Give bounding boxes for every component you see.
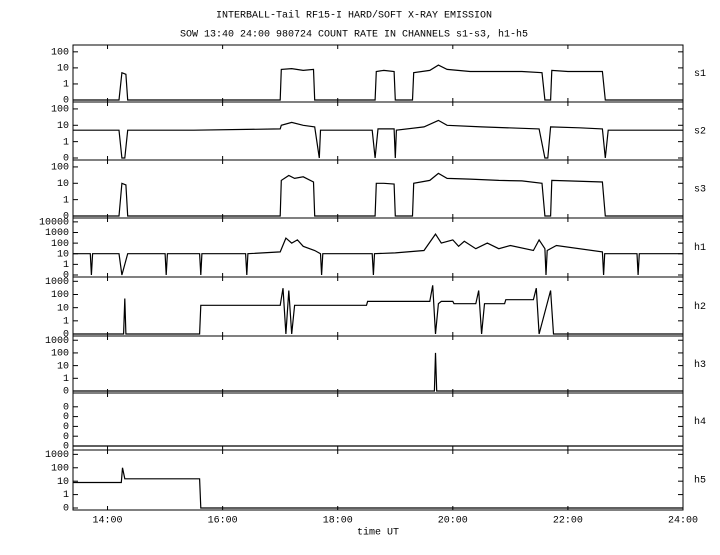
y-tick-label: 1000: [45, 450, 69, 461]
panel-label: h5: [694, 475, 706, 487]
y-tick-label: 10: [57, 249, 69, 260]
y-tick-label: 10: [57, 361, 69, 372]
y-tick-label: 100: [51, 349, 69, 360]
y-tick-label: 1: [63, 260, 69, 271]
panel-label: h2: [694, 301, 706, 313]
y-tick-label: 1: [63, 374, 69, 385]
data-line: [73, 119, 683, 159]
x-tick-label: 22:00: [553, 516, 583, 527]
y-tick-label: 100: [51, 163, 69, 174]
y-tick-label: 0: [63, 422, 69, 433]
y-tick-label: 0: [63, 387, 69, 398]
y-tick-label: 0: [63, 154, 69, 165]
y-tick-label: 0: [63, 330, 69, 341]
y-tick-label: 0: [63, 96, 69, 107]
panel-label: h4: [694, 416, 706, 428]
panel-label: s1: [694, 69, 706, 80]
data-line: [73, 467, 683, 509]
panel-label: h1: [694, 242, 706, 254]
chart-subtitle: SOW 13:40 24:00 980724 COUNT RATE IN CHA…: [180, 29, 528, 41]
panel-label: s3: [694, 185, 706, 196]
y-tick-label: 10: [57, 64, 69, 75]
y-tick-label: 100: [51, 105, 69, 116]
data-line: [73, 285, 683, 335]
data-line: [73, 352, 683, 392]
y-tick-label: 100: [51, 47, 69, 58]
y-tick-label: 0: [63, 442, 69, 453]
x-tick-label: 20:00: [438, 516, 468, 527]
y-tick-label: 10: [57, 303, 69, 314]
y-tick-label: 0: [63, 402, 69, 413]
y-tick-label: 10: [57, 121, 69, 132]
y-tick-label: 10: [57, 179, 69, 190]
x-tick-label: 14:00: [93, 516, 123, 527]
x-tick-label: 18:00: [323, 516, 353, 527]
y-tick-label: 100: [51, 463, 69, 474]
y-tick-label: 10000: [39, 218, 69, 229]
y-tick-label: 0: [63, 271, 69, 282]
chart-title: INTERBALL-Tail RF15-I HARD/SOFT X-RAY EM…: [216, 10, 492, 22]
y-tick-label: 0: [63, 412, 69, 423]
y-tick-label: 0: [63, 432, 69, 443]
y-tick-label: 1: [63, 137, 69, 148]
y-tick-label: 1: [63, 316, 69, 327]
y-tick-label: 100: [51, 290, 69, 301]
panel-frame: [72, 449, 684, 511]
data-line: [73, 64, 683, 101]
x-tick-label: 24:00: [668, 516, 698, 527]
y-tick-label: 0: [63, 212, 69, 223]
y-tick-label: 1: [63, 80, 69, 91]
y-tick-label: 0: [63, 504, 69, 515]
panel-label: h3: [694, 359, 706, 371]
y-tick-label: 1: [63, 195, 69, 206]
panel-label: s2: [694, 127, 706, 138]
x-tick-label: 16:00: [208, 516, 238, 527]
data-line: [73, 233, 683, 276]
y-tick-label: 1000: [45, 277, 69, 288]
data-line: [73, 172, 683, 217]
y-tick-label: 10: [57, 477, 69, 488]
x-axis-label: time UT: [357, 527, 399, 539]
y-tick-label: 100: [51, 239, 69, 250]
y-tick-label: 1000: [45, 228, 69, 239]
y-tick-label: 1: [63, 490, 69, 501]
y-tick-label: 1000: [45, 336, 69, 347]
